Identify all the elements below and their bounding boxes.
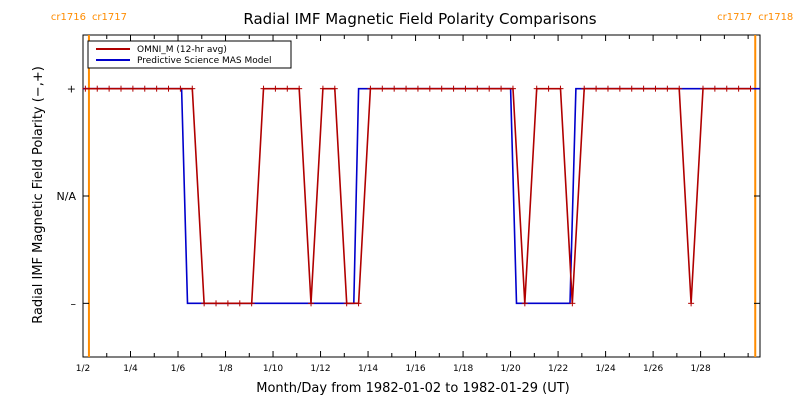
- x-tick-label: 1/8: [218, 364, 233, 374]
- omni-data-point: [474, 85, 481, 92]
- omni-data-point: [616, 85, 623, 92]
- omni-data-point: [450, 85, 457, 92]
- y-tick-label: N/A: [57, 190, 77, 203]
- x-tick-label: 1/12: [310, 364, 330, 374]
- omni-data-point: [640, 85, 647, 92]
- omni-data-point: [711, 85, 718, 92]
- omni-data-point: [723, 85, 730, 92]
- omni-data-point: [735, 85, 742, 92]
- x-tick-label: 1/24: [595, 364, 615, 374]
- x-tick-label: 1/2: [76, 364, 90, 374]
- omni-data-point: [391, 85, 398, 92]
- omni-data-point: [426, 85, 433, 92]
- omni-data-point: [308, 300, 315, 307]
- omni-data-point: [652, 85, 659, 92]
- carrington-label-right: cr1718: [758, 12, 793, 23]
- omni-data-point: [498, 85, 505, 92]
- omni-data-point: [557, 85, 564, 92]
- legend-box: [87, 40, 292, 69]
- omni-data-point: [604, 85, 611, 92]
- x-tick-label: 1/28: [691, 364, 711, 374]
- omni-data-point: [676, 85, 683, 92]
- omni-data-point: [367, 85, 374, 92]
- omni-data-point: [224, 300, 231, 307]
- x-tick-label: 1/14: [358, 364, 378, 374]
- omni-data-point: [569, 300, 576, 307]
- x-tick-label: 1/10: [263, 364, 283, 374]
- x-tick-label: 1/22: [548, 364, 568, 374]
- omni-data-point: [486, 85, 493, 92]
- omni-data-point: [438, 85, 445, 92]
- x-tick-label: 1/26: [643, 364, 663, 374]
- omni-data-point: [106, 85, 113, 92]
- model-series-line: [83, 87, 760, 305]
- y-axis-label: Radial IMF Magnetic Field Polarity (−,+): [31, 66, 46, 324]
- omni-data-point: [165, 85, 172, 92]
- legend: OMNI_M (12-hr avg)Predictive Science MAS…: [87, 40, 292, 69]
- omni-data-point: [688, 300, 695, 307]
- x-axis: 1/2 1/4 1/6 1/8 1/10 1/12 1/14 1/16 1/18 1/20 1/22…: [76, 35, 749, 374]
- omni-data-point: [747, 85, 754, 92]
- omni-data-point: [94, 85, 101, 92]
- y-tick-label: +: [67, 83, 76, 96]
- omni-data-point: [272, 85, 279, 92]
- x-tick-label: 1/6: [171, 364, 186, 374]
- omni-data-point: [403, 85, 410, 92]
- omni-data-point: [129, 85, 136, 92]
- omni-data-point: [213, 300, 220, 307]
- omni-data-point: [533, 85, 540, 92]
- omni-data-point: [545, 85, 552, 92]
- omni-data-point: [189, 85, 196, 92]
- omni-data-point: [153, 85, 160, 92]
- y-tick-label: –: [71, 297, 77, 310]
- chart-title: Radial IMF Magnetic Field Polarity Compa…: [243, 10, 596, 28]
- omni-data-point: [331, 85, 338, 92]
- y-axis: + N/A –: [57, 83, 760, 310]
- legend-entry: Predictive Science MAS Model: [137, 56, 272, 66]
- omni-data-point: [355, 300, 362, 307]
- omni-data-point: [118, 85, 125, 92]
- omni-data-point: [248, 300, 255, 307]
- legend-entry: OMNI_M (12-hr avg): [137, 45, 227, 55]
- omni-data-point: [284, 85, 291, 92]
- omni-data-point: [260, 85, 267, 92]
- x-axis-label: Month/Day from 1982-01-02 to 1982-01-29 …: [256, 381, 569, 396]
- omni-data-point: [379, 85, 386, 92]
- omni-data-point: [664, 85, 671, 92]
- omni-data-point: [628, 85, 635, 92]
- omni-data-point: [699, 85, 706, 92]
- omni-data-point: [201, 300, 208, 307]
- carrington-label-left: cr1717: [717, 12, 752, 23]
- omni-data-point: [236, 300, 243, 307]
- omni-data-point: [509, 85, 516, 92]
- x-tick-label: 1/20: [500, 364, 520, 374]
- omni-data-point: [319, 85, 326, 92]
- x-tick-label: 1/18: [453, 364, 473, 374]
- omni-data-point: [141, 85, 148, 92]
- carrington-label-right: cr1717: [92, 12, 127, 23]
- x-tick-label: 1/4: [123, 364, 138, 374]
- omni-data-point: [581, 85, 588, 92]
- omni-data-point: [462, 85, 469, 92]
- omni-data-point: [296, 85, 303, 92]
- x-tick-label: 1/16: [405, 364, 425, 374]
- omni-data-point: [82, 85, 89, 92]
- series-layer: [82, 85, 760, 307]
- omni-data-point: [521, 300, 528, 307]
- carrington-label-left: cr1716: [51, 12, 86, 23]
- omni-data-point: [177, 85, 184, 92]
- omni-data-point: [414, 85, 421, 92]
- omni-data-point: [593, 85, 600, 92]
- omni-data-point: [343, 300, 350, 307]
